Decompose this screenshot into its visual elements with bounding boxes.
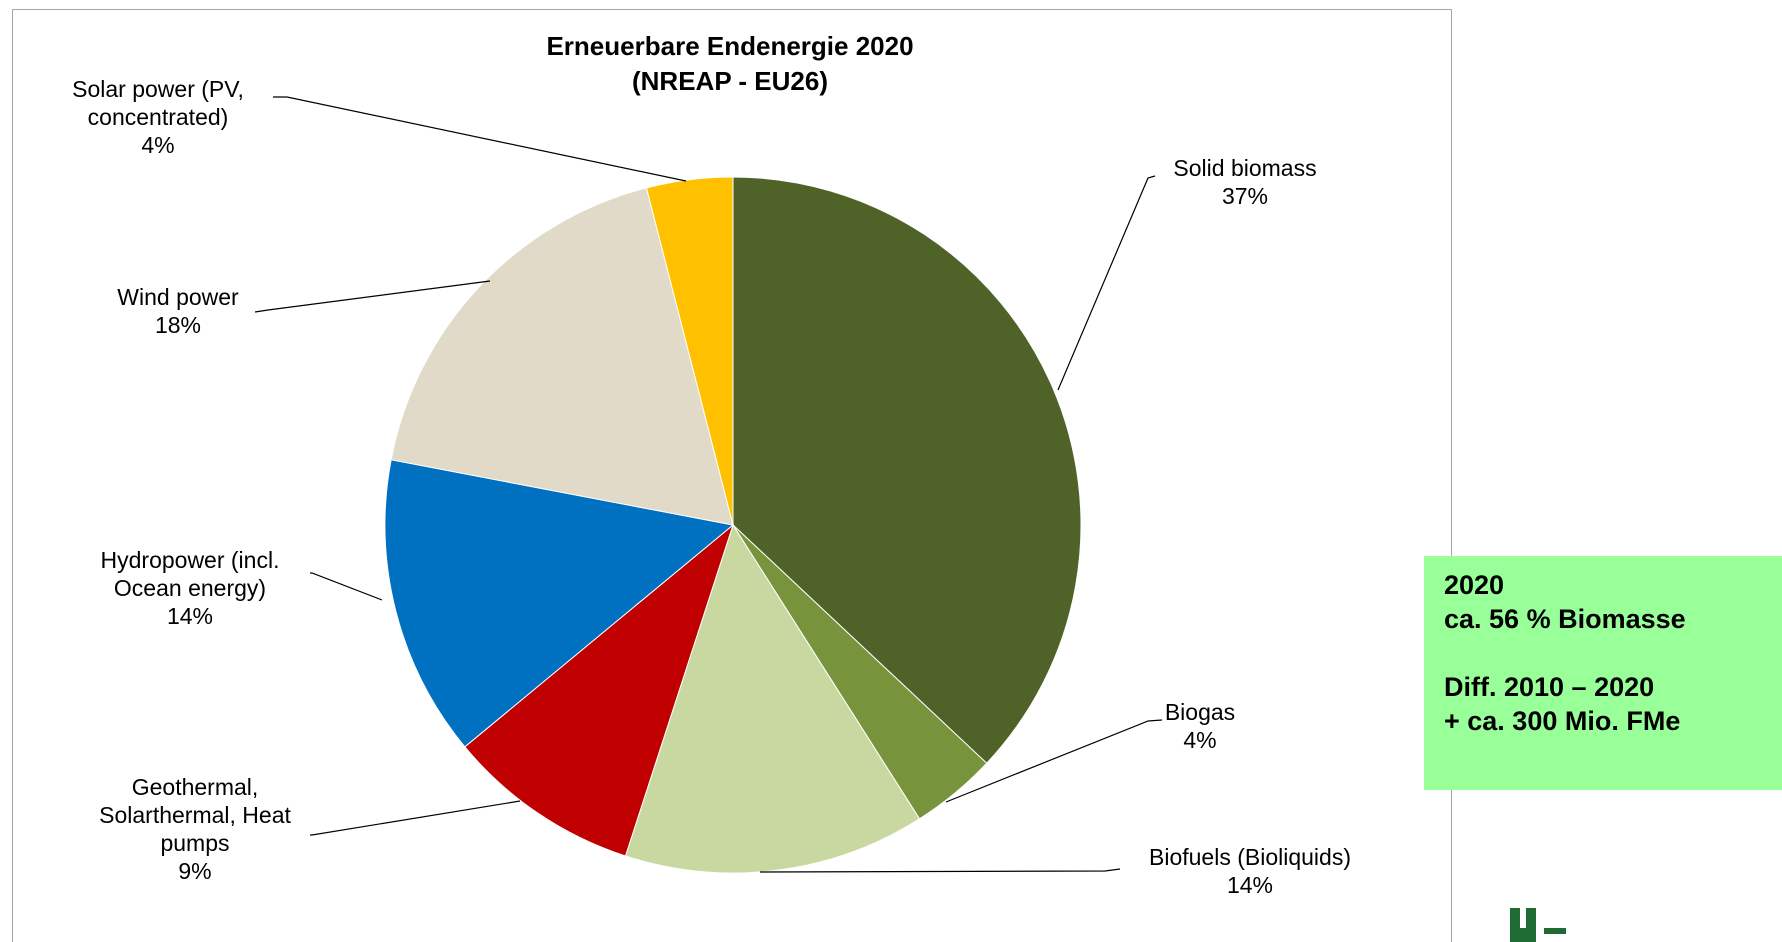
chart-title-line-1: Erneuerbare Endenergie 2020 <box>546 31 913 61</box>
slice-label-5-line-1: Hydropower (incl. <box>101 547 280 573</box>
slice-label-5-line-3: 14% <box>167 603 213 629</box>
slice-label-6-line-1: Wind power <box>117 284 239 310</box>
leader-line-2 <box>945 719 1163 803</box>
summary-line-5: + ca. 300 Mio. FMe <box>1444 706 1681 736</box>
pie-slice-5 <box>384 459 735 748</box>
chart-title-line-2: (NREAP - EU26) <box>632 66 828 96</box>
slice-label-3: Biofuels (Bioliquids) 14% <box>1149 844 1351 898</box>
summary-box: 2020 ca. 56 % Biomasse Diff. 2010 – 2020… <box>1424 556 1782 790</box>
leader-line-3 <box>759 868 1121 873</box>
slice-label-3-line-2: 14% <box>1227 872 1273 898</box>
summary-line-3 <box>1444 636 1782 670</box>
slice-label-3-line-1: Biofuels (Bioliquids) <box>1149 844 1351 870</box>
pie-slice-3 <box>624 523 921 874</box>
summary-line-4: Diff. 2010 – 2020 <box>1444 672 1655 702</box>
summary-line-1: 2020 <box>1444 570 1505 600</box>
slice-label-4: Geothermal, Solarthermal, Heat pumps 9% <box>99 774 291 884</box>
leader-line-5 <box>310 572 383 601</box>
pie-slices <box>384 176 1082 874</box>
slice-label-5-line-2: Ocean energy) <box>114 575 266 601</box>
leader-line-1 <box>1057 175 1156 391</box>
slice-label-4-line-1: Geothermal, <box>132 774 259 800</box>
pie-slice-6 <box>390 187 734 526</box>
slice-label-6: Wind power 18% <box>117 284 239 338</box>
slice-label-4-line-2: Solarthermal, Heat <box>99 802 291 828</box>
pie-chart: Erneuerbare Endenergie 2020 (NREAP - EU2… <box>72 31 1351 898</box>
chart-title: Erneuerbare Endenergie 2020 (NREAP - EU2… <box>546 31 913 96</box>
slice-label-2-line-2: 4% <box>1183 727 1216 753</box>
slice-label-4-line-4: 9% <box>178 858 211 884</box>
slice-label-7: Solar power (PV, concentrated) 4% <box>72 76 244 158</box>
slice-label-2: Biogas 4% <box>1165 699 1235 753</box>
slice-label-5: Hydropower (incl. Ocean energy) 14% <box>101 547 280 629</box>
pie-slice-7 <box>645 176 734 526</box>
slice-label-1-line-1: Solid biomass <box>1173 155 1316 181</box>
slice-label-6-line-2: 18% <box>155 312 201 338</box>
slice-label-7-line-3: 4% <box>141 132 174 158</box>
summary-line-2: ca. 56 % Biomasse <box>1444 604 1686 634</box>
slice-label-7-line-1: Solar power (PV, <box>72 76 244 102</box>
leader-line-4 <box>310 800 521 836</box>
pie-slice-4 <box>464 523 735 857</box>
leader-line-7 <box>273 96 687 182</box>
leader-lines <box>254 96 1163 873</box>
slice-label-1-line-2: 37% <box>1222 183 1268 209</box>
slice-labels: Solid biomass 37%Biogas 4%Biofuels (Bioliq… <box>72 76 1351 898</box>
slice-label-7-line-2: concentrated) <box>88 104 229 130</box>
slice-label-4-line-3: pumps <box>160 830 229 856</box>
slice-label-2-line-1: Biogas <box>1165 699 1235 725</box>
logo-icon <box>1510 908 1566 942</box>
leader-line-6 <box>254 280 491 313</box>
pie-slice-1 <box>732 176 1082 764</box>
slice-label-1: Solid biomass 37% <box>1173 155 1316 209</box>
